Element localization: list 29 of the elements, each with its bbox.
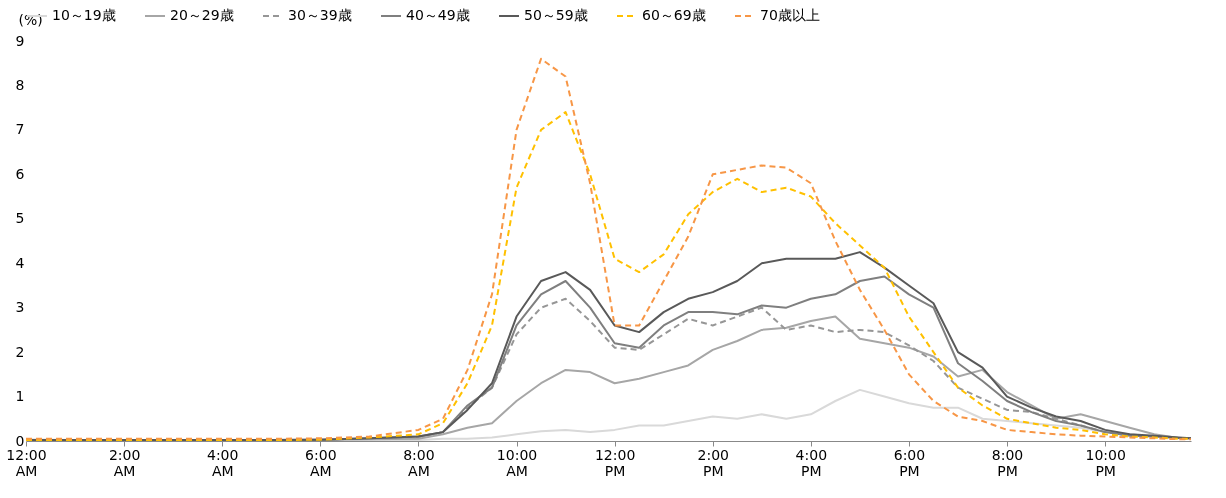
x-tick-label: 2:00 PM (697, 446, 729, 479)
x-tick-label: 10:00 AM (496, 446, 538, 479)
x-tick-label: 4:00 PM (795, 446, 828, 479)
legend-label: 50～59歳 (524, 7, 588, 23)
y-tick-label: 7 (15, 121, 25, 138)
y-tick-label: 8 (15, 76, 25, 93)
x-tick-label: 12:00 AM (6, 446, 47, 479)
legend-label: 10～19歳 (52, 7, 116, 23)
x-tick-label: 8:00 PM (991, 446, 1024, 479)
y-tick-label: 9 (15, 32, 25, 49)
y-tick-label: 6 (15, 165, 25, 182)
y-tick-label: 0 (15, 432, 25, 449)
legend-label: 40～49歳 (406, 7, 470, 23)
y-tick-label: 1 (15, 388, 25, 405)
x-tick-label: 6:00 AM (305, 446, 337, 479)
x-tick-label: 2:00 AM (108, 446, 141, 479)
x-tick-label: 12:00 PM (594, 446, 636, 479)
x-tick-label: 4:00 AM (206, 446, 239, 479)
y-tick-label: 5 (15, 210, 25, 227)
y-tick-label: 3 (15, 299, 25, 316)
y-tick-label: 4 (15, 254, 25, 271)
legend-label: 20～29歳 (170, 7, 234, 23)
legend-label: 60～69歳 (642, 7, 706, 23)
legend-label: 30～39歳 (288, 7, 352, 23)
y-tick-label: 2 (15, 343, 25, 360)
x-tick-label: 10:00 PM (1085, 446, 1126, 479)
x-tick-label: 8:00 AM (403, 446, 435, 479)
x-tick-label: 6:00 PM (893, 446, 926, 479)
legend-label: 70歳以上 (760, 7, 820, 23)
